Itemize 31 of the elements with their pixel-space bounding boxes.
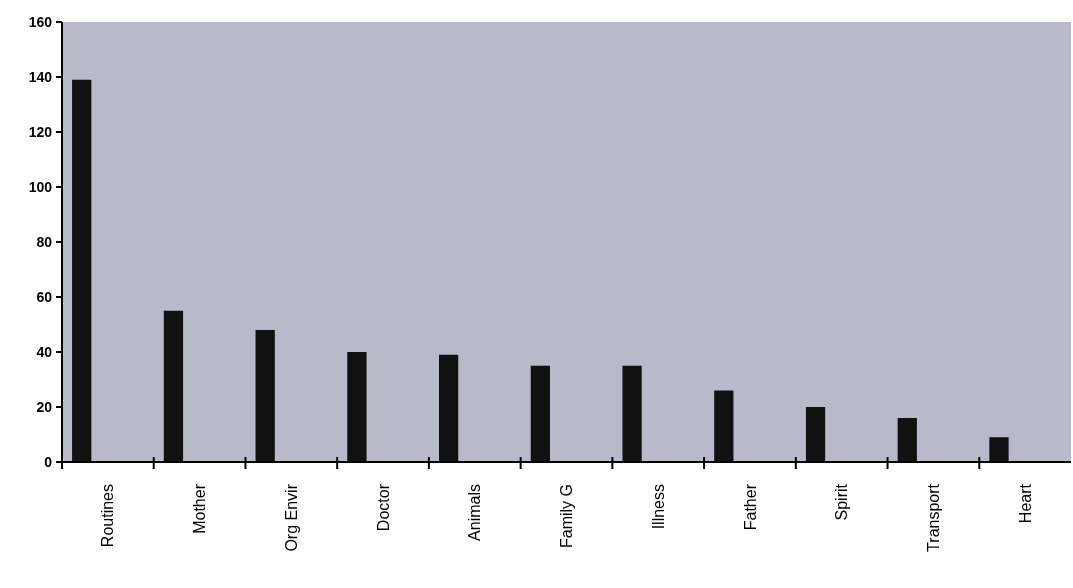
y-tick-label: 40 bbox=[36, 343, 53, 360]
y-tick-label: 160 bbox=[28, 13, 53, 30]
x-tick-label: Routines bbox=[99, 484, 117, 548]
y-tick-label: 80 bbox=[36, 233, 53, 250]
bar bbox=[989, 437, 1009, 462]
x-tick-label: Transport bbox=[925, 483, 943, 552]
y-tick-label: 120 bbox=[28, 123, 53, 140]
bar bbox=[530, 365, 550, 462]
x-tick-label: Org Envir bbox=[282, 483, 300, 552]
y-tick-label: 60 bbox=[36, 288, 53, 305]
y-tick-label: 0 bbox=[44, 453, 53, 470]
x-tick-label: Doctor bbox=[374, 483, 392, 532]
bar bbox=[72, 79, 92, 462]
y-tick-label: 140 bbox=[28, 68, 53, 85]
x-tick-label: Mother bbox=[191, 483, 209, 534]
bar bbox=[163, 310, 184, 462]
x-tick-label: Illness bbox=[649, 484, 667, 530]
y-tick-label: 100 bbox=[28, 178, 53, 195]
bar bbox=[805, 407, 826, 462]
bar bbox=[897, 418, 917, 462]
x-tick-label: Family G bbox=[558, 484, 576, 548]
bar bbox=[439, 354, 459, 462]
bar bbox=[255, 330, 275, 462]
x-tick-label: Spirit bbox=[833, 483, 851, 521]
bar bbox=[714, 390, 734, 462]
bar bbox=[622, 365, 642, 462]
x-tick-label: Animals bbox=[466, 484, 484, 541]
x-tick-label: Heart bbox=[1016, 483, 1034, 524]
y-tick-label: 20 bbox=[36, 398, 53, 415]
x-tick-label: Father bbox=[741, 483, 759, 531]
bar bbox=[347, 352, 367, 462]
